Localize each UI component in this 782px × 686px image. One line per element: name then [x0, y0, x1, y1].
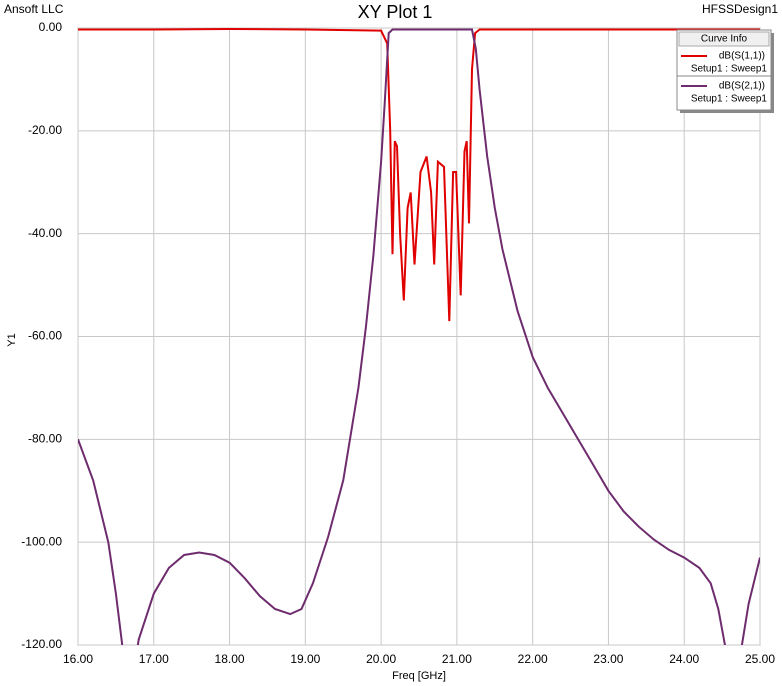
x-tick-label: 19.00 [290, 652, 320, 666]
x-tick-label: 25.00 [745, 652, 775, 666]
legend-setup: Setup1 : Sweep1 [691, 94, 768, 105]
y-tick-label: -100.00 [21, 534, 62, 548]
x-tick-label: 20.00 [366, 652, 396, 666]
chart-title: XY Plot 1 [358, 2, 433, 22]
x-tick-label: 17.00 [139, 652, 169, 666]
x-tick-label: 22.00 [518, 652, 548, 666]
x-tick-label: 24.00 [669, 652, 699, 666]
plot-lines [78, 28, 760, 645]
y-tick-label: -40.00 [28, 226, 62, 240]
x-axis-label: Freq [GHz] [392, 670, 446, 682]
legend-setup: Setup1 : Sweep1 [691, 64, 768, 75]
y-axis-label: Y1 [6, 333, 18, 346]
y-tick-label: -120.00 [21, 637, 62, 651]
legend-title-box [678, 31, 770, 47]
legend-title: Curve Info [701, 34, 748, 45]
series-line [78, 28, 760, 645]
x-tick-label: 16.00 [63, 652, 93, 666]
design-label: HFSSDesign1 [702, 2, 778, 16]
y-tick-label: -20.00 [28, 123, 62, 137]
x-tick-label: 18.00 [215, 652, 245, 666]
series-line [78, 28, 760, 322]
y-tick-label: 0.00 [39, 20, 63, 34]
x-tick-label: 21.00 [442, 652, 472, 666]
y-tick-label: -80.00 [28, 432, 62, 446]
x-tick-label: 23.00 [593, 652, 623, 666]
legend-label: dB(S(2,1)) [719, 81, 765, 92]
company-label: Ansoft LLC [4, 2, 64, 16]
legend-label: dB(S(1,1)) [719, 51, 765, 62]
y-tick-label: -60.00 [28, 329, 62, 343]
